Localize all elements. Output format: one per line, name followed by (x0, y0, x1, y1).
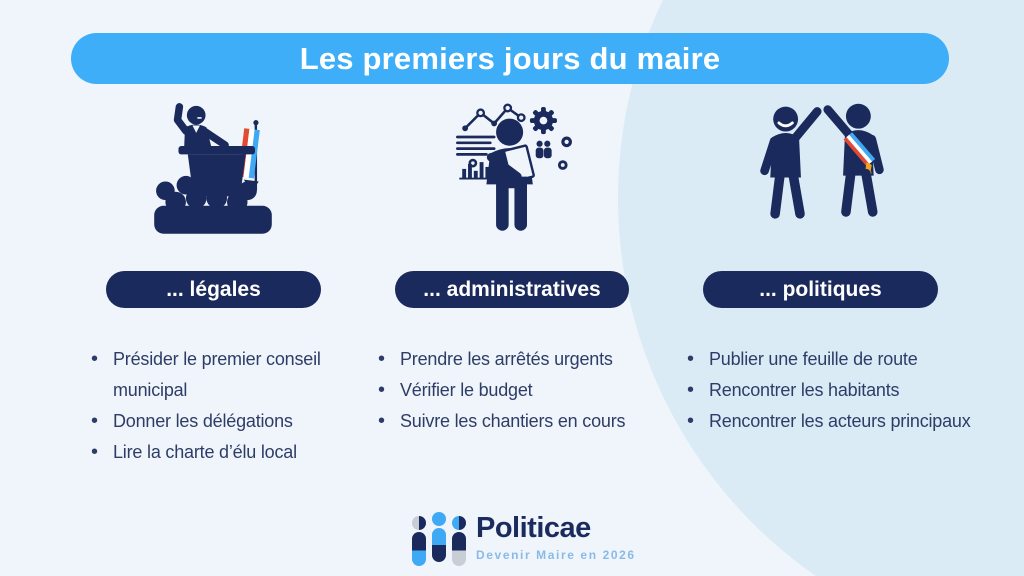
podium-speaker-icon (143, 97, 283, 242)
page-title: Les premiers jours du maire (299, 40, 721, 76)
brand-tagline: Devenir Maire en 2026 (476, 548, 636, 562)
logo-figure (452, 516, 466, 566)
footer-logo: Politicae Devenir Maire en 2026 (412, 511, 636, 569)
administrator-documents-icon (440, 93, 585, 244)
politicae-logo-mark-icon (412, 511, 468, 569)
list-item: Rencontrer les acteurs principaux (687, 406, 971, 437)
list-item: Rencontrer les habitants (687, 375, 971, 406)
list-item: Prendre les arrêtés urgents (378, 344, 662, 375)
badge-politiques-label: ... politiques (759, 277, 882, 301)
list-politiques: Publier une feuille de route Rencontrer … (687, 344, 971, 437)
list-item: Présider le premier conseil municipal (91, 344, 333, 406)
high-five-people-icon (740, 99, 904, 238)
badge-legales: ... légales (106, 271, 321, 308)
badge-politiques: ... politiques (703, 271, 938, 308)
brand-name: Politicae (476, 512, 591, 544)
badge-legales-label: ... légales (166, 277, 261, 301)
badge-administratives-label: ... administratives (423, 277, 601, 301)
title-banner: Les premiers jours du maire (71, 33, 949, 84)
logo-figure (412, 516, 426, 566)
list-item: Donner les délégations (91, 406, 333, 437)
list-administratives: Prendre les arrêtés urgents Vérifier le … (378, 344, 662, 437)
list-item: Suivre les chantiers en cours (378, 406, 662, 437)
list-item: Publier une feuille de route (687, 344, 971, 375)
badge-administratives: ... administratives (395, 271, 629, 308)
logo-figure (432, 512, 446, 562)
list-item: Vérifier le budget (378, 375, 662, 406)
list-legales: Présider le premier conseil municipal Do… (91, 344, 333, 468)
list-item: Lire la charte d’élu local (91, 437, 333, 468)
